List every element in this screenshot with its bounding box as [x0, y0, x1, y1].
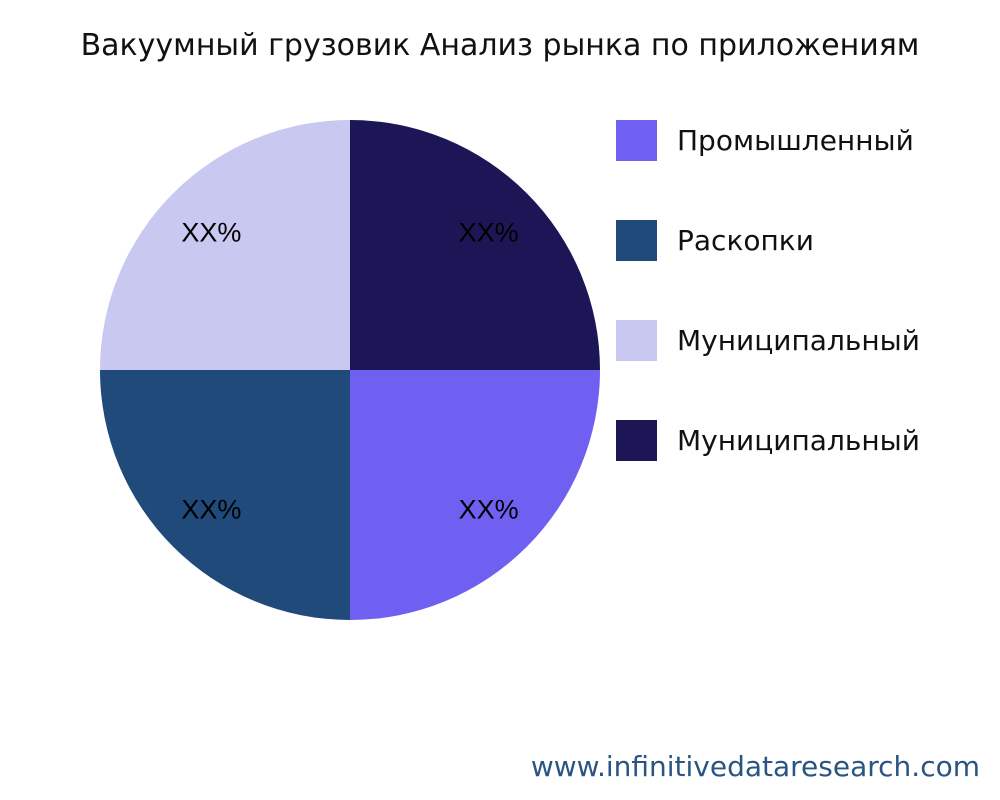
legend-swatch	[616, 319, 657, 361]
pie-slice-3	[350, 120, 600, 370]
legend-item-2: Муниципальный	[616, 319, 920, 361]
legend-item-1: Раскопки	[616, 219, 814, 261]
legend-item-3: Муниципальный	[616, 419, 920, 461]
pie-slice-2	[100, 120, 350, 370]
legend-label: Муниципальный	[677, 323, 920, 357]
slice-label-3: XX%	[459, 217, 519, 247]
legend-label: Промышленный	[677, 123, 914, 157]
slice-label-1: XX%	[181, 495, 241, 525]
watermark: www.infinitivedataresearch.com	[530, 750, 980, 783]
slice-label-0: XX%	[459, 495, 519, 525]
legend-item-0: Промышленный	[616, 119, 914, 161]
legend-swatch	[616, 119, 657, 161]
legend-swatch	[616, 219, 657, 261]
chart-title: Вакуумный грузовик Анализ рынка по прило…	[80, 28, 920, 63]
legend-label: Раскопки	[677, 223, 814, 257]
pie-slice-1	[100, 370, 350, 620]
legend-swatch	[616, 419, 657, 461]
slice-label-2: XX%	[181, 217, 241, 247]
pie-slice-0	[350, 370, 600, 620]
legend-label: Муниципальный	[677, 423, 920, 457]
